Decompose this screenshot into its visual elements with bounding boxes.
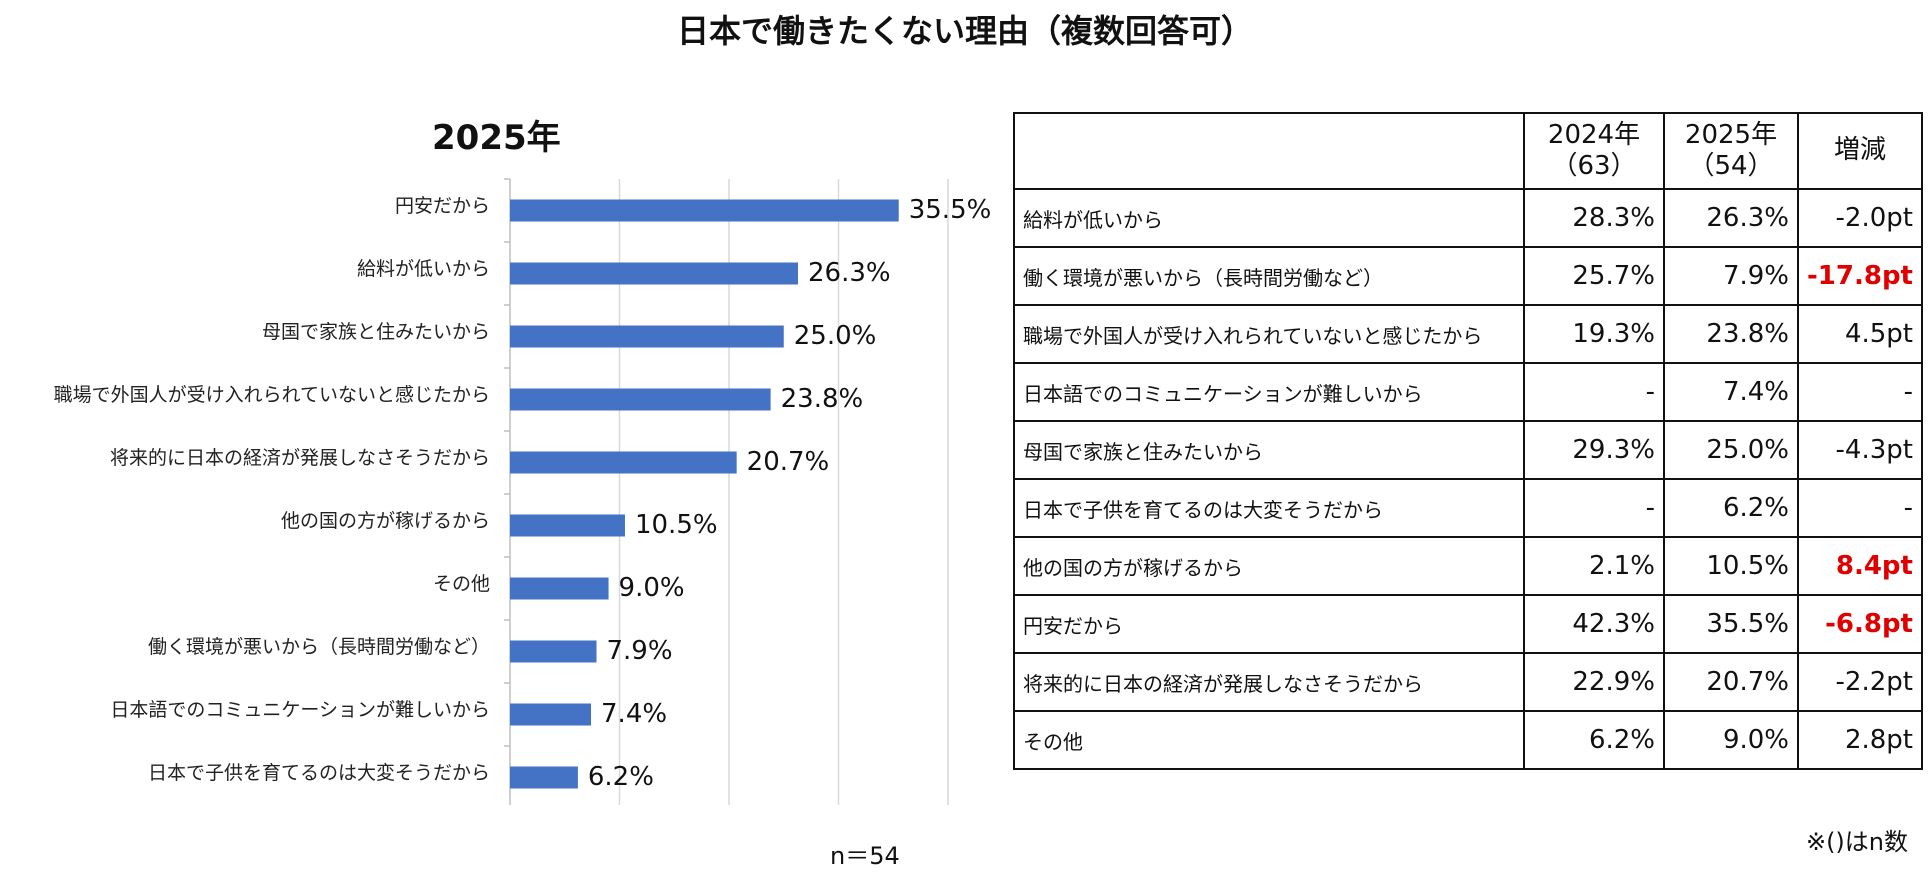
table-cell-2024: 22.9%	[1523, 652, 1665, 712]
value-label: 26.3%	[808, 258, 891, 288]
table-cell-change: -2.0pt	[1797, 188, 1923, 248]
bar	[510, 325, 784, 348]
bar	[510, 514, 625, 537]
category-label: 職場で外国人が受け入れられていないと感じたから	[54, 384, 490, 406]
chart-title: 2025年	[432, 118, 561, 158]
value-label: 23.8%	[781, 384, 864, 414]
table-cell-2025: 35.5%	[1663, 594, 1799, 654]
table-cell-2025: 23.8%	[1663, 304, 1799, 364]
table-header-empty	[1013, 112, 1525, 190]
value-label: 9.0%	[619, 573, 685, 603]
table-cell-2025: 20.7%	[1663, 652, 1799, 712]
table-row: 円安だから 42.3% 35.5% -6.8pt	[1013, 594, 1923, 654]
table-cell-2024: 2.1%	[1523, 536, 1665, 596]
table-cell-2024: 25.7%	[1523, 246, 1665, 306]
table-header-2024: 2024年 （63）	[1523, 112, 1665, 190]
table-header-2025: 2025年 （54）	[1663, 112, 1799, 190]
table-cell-2025: 7.4%	[1663, 362, 1799, 422]
value-label: 10.5%	[635, 510, 718, 540]
value-label: 7.9%	[607, 636, 673, 666]
category-label: 円安だから	[395, 195, 490, 217]
category-label: その他	[433, 573, 490, 595]
table-row: 給料が低いから 28.3% 26.3% -2.0pt	[1013, 188, 1923, 248]
table-row: 職場で外国人が受け入れられていないと感じたから 19.3% 23.8% 4.5pt	[1013, 304, 1923, 364]
category-label: 他の国の方が稼げるから	[281, 510, 490, 532]
table-row: 日本で子供を育てるのは大変そうだから -6.2% -	[1013, 478, 1923, 538]
table-row: その他 6.2% 9.0% 2.8pt	[1013, 710, 1923, 770]
table-cell-label: その他	[1013, 710, 1525, 770]
page-title: 日本で働きたくない理由（複数回答可）	[676, 12, 1253, 50]
table-header-row: 2024年 （63） 2025年 （54） 増減	[1013, 112, 1923, 190]
category-label: 将来的に日本の経済が発展しなさそうだから	[110, 447, 490, 469]
table-cell-change: 4.5pt	[1797, 304, 1923, 364]
table-cell-label: 将来的に日本の経済が発展しなさそうだから	[1013, 652, 1525, 712]
value-label: 20.7%	[747, 447, 830, 477]
table-cell-label: 母国で家族と住みたいから	[1013, 420, 1525, 480]
table-cell-2024: 6.2%	[1523, 710, 1665, 770]
bar	[510, 766, 578, 789]
table-cell-2025: 9.0%	[1663, 710, 1799, 770]
table-cell-2024: 19.3%	[1523, 304, 1665, 364]
table-cell-2025: 7.9%	[1663, 246, 1799, 306]
value-label: 7.4%	[601, 699, 667, 729]
table-cell-2024: 42.3%	[1523, 594, 1665, 654]
table-row: 働く環境が悪いから（長時間労働など） 25.7% 7.9% -17.8pt	[1013, 246, 1923, 306]
table-cell-change: -2.2pt	[1797, 652, 1923, 712]
table-cell-2024: 29.3%	[1523, 420, 1665, 480]
table-note: ※()はn数	[1805, 828, 1908, 856]
table-cell-2024: -	[1523, 362, 1665, 422]
value-label: 25.0%	[794, 321, 877, 351]
table-cell-label: 職場で外国人が受け入れられていないと感じたから	[1013, 304, 1525, 364]
bar-chart: 円安だから 35.5% 給料が低いから 26.3% 母国で家族と住みたいから 25.0% 職…	[54, 178, 992, 805]
bar	[510, 451, 737, 474]
table-cell-label: 働く環境が悪いから（長時間労働など）	[1013, 246, 1525, 306]
table-cell-2025: 10.5%	[1663, 536, 1799, 596]
sample-size-note: n＝54	[830, 842, 900, 870]
chart-bars	[510, 199, 899, 789]
table-cell-change: -17.8pt	[1797, 246, 1923, 306]
value-label: 35.5%	[909, 195, 992, 225]
category-label: 日本語でのコミュニケーションが難しいから	[110, 699, 490, 721]
category-label: 働く環境が悪いから（長時間労働など）	[148, 636, 490, 658]
table-cell-label: 日本語でのコミュニケーションが難しいから	[1013, 362, 1525, 422]
category-label: 日本で子供を育てるのは大変そうだから	[148, 762, 490, 784]
comparison-table: 2024年 （63） 2025年 （54） 増減 給料が低いから 28.3% 26.…	[1013, 112, 1923, 770]
table-cell-2024: -	[1523, 478, 1665, 538]
bar	[510, 262, 798, 285]
table-cell-2025: 26.3%	[1663, 188, 1799, 248]
table-cell-label: 他の国の方が稼げるから	[1013, 536, 1525, 596]
chart-labels: 円安だから 35.5% 給料が低いから 26.3% 母国で家族と住みたいから 25.0% 職…	[54, 195, 992, 792]
table-row: 日本語でのコミュニケーションが難しいから -7.4% -	[1013, 362, 1923, 422]
category-label: 母国で家族と住みたいから	[262, 321, 490, 343]
table-cell-2025: 25.0%	[1663, 420, 1799, 480]
chart-axis	[504, 178, 511, 805]
table-cell-change: -6.8pt	[1797, 594, 1923, 654]
table-cell-2024: 28.3%	[1523, 188, 1665, 248]
table-cell-2025: 6.2%	[1663, 478, 1799, 538]
table-row: 他の国の方が稼げるから 2.1% 10.5% 8.4pt	[1013, 536, 1923, 596]
bar	[510, 640, 597, 663]
table-cell-label: 円安だから	[1013, 594, 1525, 654]
table-header-change: 増減	[1797, 112, 1923, 190]
value-label: 6.2%	[588, 762, 654, 792]
table-cell-change: 8.4pt	[1797, 536, 1923, 596]
category-label: 給料が低いから	[357, 258, 490, 280]
table-cell-label: 給料が低いから	[1013, 188, 1525, 248]
bar	[510, 388, 771, 411]
table-cell-change: 2.8pt	[1797, 710, 1923, 770]
table-cell-change: -	[1797, 478, 1923, 538]
bar	[510, 577, 609, 600]
table-cell-change: -4.3pt	[1797, 420, 1923, 480]
bar	[510, 199, 899, 222]
bar	[510, 703, 592, 726]
table-row: 母国で家族と住みたいから 29.3% 25.0% -4.3pt	[1013, 420, 1923, 480]
table-cell-label: 日本で子供を育てるのは大変そうだから	[1013, 478, 1525, 538]
table-row: 将来的に日本の経済が発展しなさそうだから 22.9% 20.7% -2.2pt	[1013, 652, 1923, 712]
table-cell-change: -	[1797, 362, 1923, 422]
